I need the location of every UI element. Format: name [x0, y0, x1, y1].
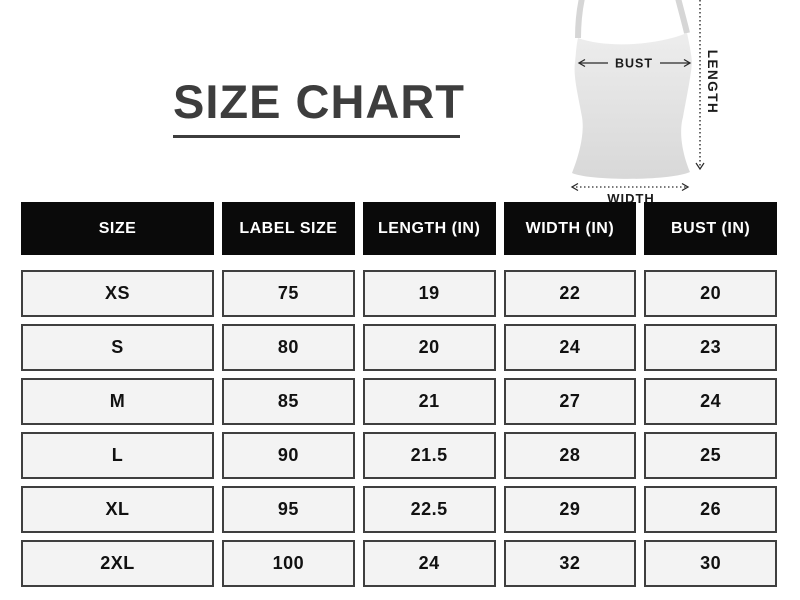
title-block: SIZE CHART [173, 78, 465, 138]
page-title: SIZE CHART [173, 75, 465, 128]
cell-size: 2XL [21, 540, 214, 587]
size-chart-table: SIZE LABEL SIZE LENGTH (IN) WIDTH (IN) B… [21, 202, 777, 587]
length-arrowhead-icon [695, 162, 705, 171]
cell-bust: 25 [644, 432, 777, 479]
cell-size: XL [21, 486, 214, 533]
cell-length: 19 [362, 270, 496, 317]
cell-label: 80 [222, 324, 355, 371]
table-header-row: SIZE LABEL SIZE LENGTH (IN) WIDTH (IN) B… [21, 202, 777, 255]
cell-length: 24 [362, 540, 496, 587]
table-body: XS 75 19 22 20 S 80 20 24 23 M 85 21 27 … [21, 270, 777, 587]
cell-width: 27 [503, 378, 637, 425]
header-cell-length: LENGTH (IN) [362, 202, 496, 255]
cell-bust: 24 [644, 378, 777, 425]
cell-length: 20 [362, 324, 496, 371]
length-label: LENGTH [705, 50, 720, 115]
cell-bust: 23 [644, 324, 777, 371]
cell-label: 85 [222, 378, 355, 425]
cell-width: 24 [503, 324, 637, 371]
cell-size: L [21, 432, 214, 479]
cell-width: 28 [503, 432, 637, 479]
cell-width: 22 [503, 270, 637, 317]
cell-size: XS [21, 270, 214, 317]
cell-width: 32 [503, 540, 637, 587]
garment-measurement-diagram: BUST LENGTH WIDTH [545, 0, 795, 210]
header-cell-bust: BUST (IN) [644, 202, 777, 255]
title-underline [173, 135, 460, 138]
cell-bust: 20 [644, 270, 777, 317]
cell-size: M [21, 378, 214, 425]
width-arrow-icon [570, 182, 690, 192]
bust-arrow-icon [577, 58, 692, 68]
cell-bust: 26 [644, 486, 777, 533]
cell-length: 22.5 [362, 486, 496, 533]
bust-label: BUST [615, 57, 653, 71]
cell-length: 21 [362, 378, 496, 425]
header-cell-label-size: LABEL SIZE [222, 202, 355, 255]
cell-label: 75 [222, 270, 355, 317]
camisole-illustration: BUST LENGTH WIDTH [570, 0, 720, 206]
cell-bust: 30 [644, 540, 777, 587]
cell-label: 95 [222, 486, 355, 533]
cell-size: S [21, 324, 214, 371]
right-strap-icon [675, 0, 690, 34]
cell-length: 21.5 [362, 432, 496, 479]
cell-label: 90 [222, 432, 355, 479]
left-strap-icon [575, 0, 585, 39]
header-cell-size: SIZE [21, 202, 214, 255]
camisole-body [572, 33, 692, 179]
cell-label: 100 [222, 540, 355, 587]
cell-width: 29 [503, 486, 637, 533]
header-cell-width: WIDTH (IN) [503, 202, 637, 255]
